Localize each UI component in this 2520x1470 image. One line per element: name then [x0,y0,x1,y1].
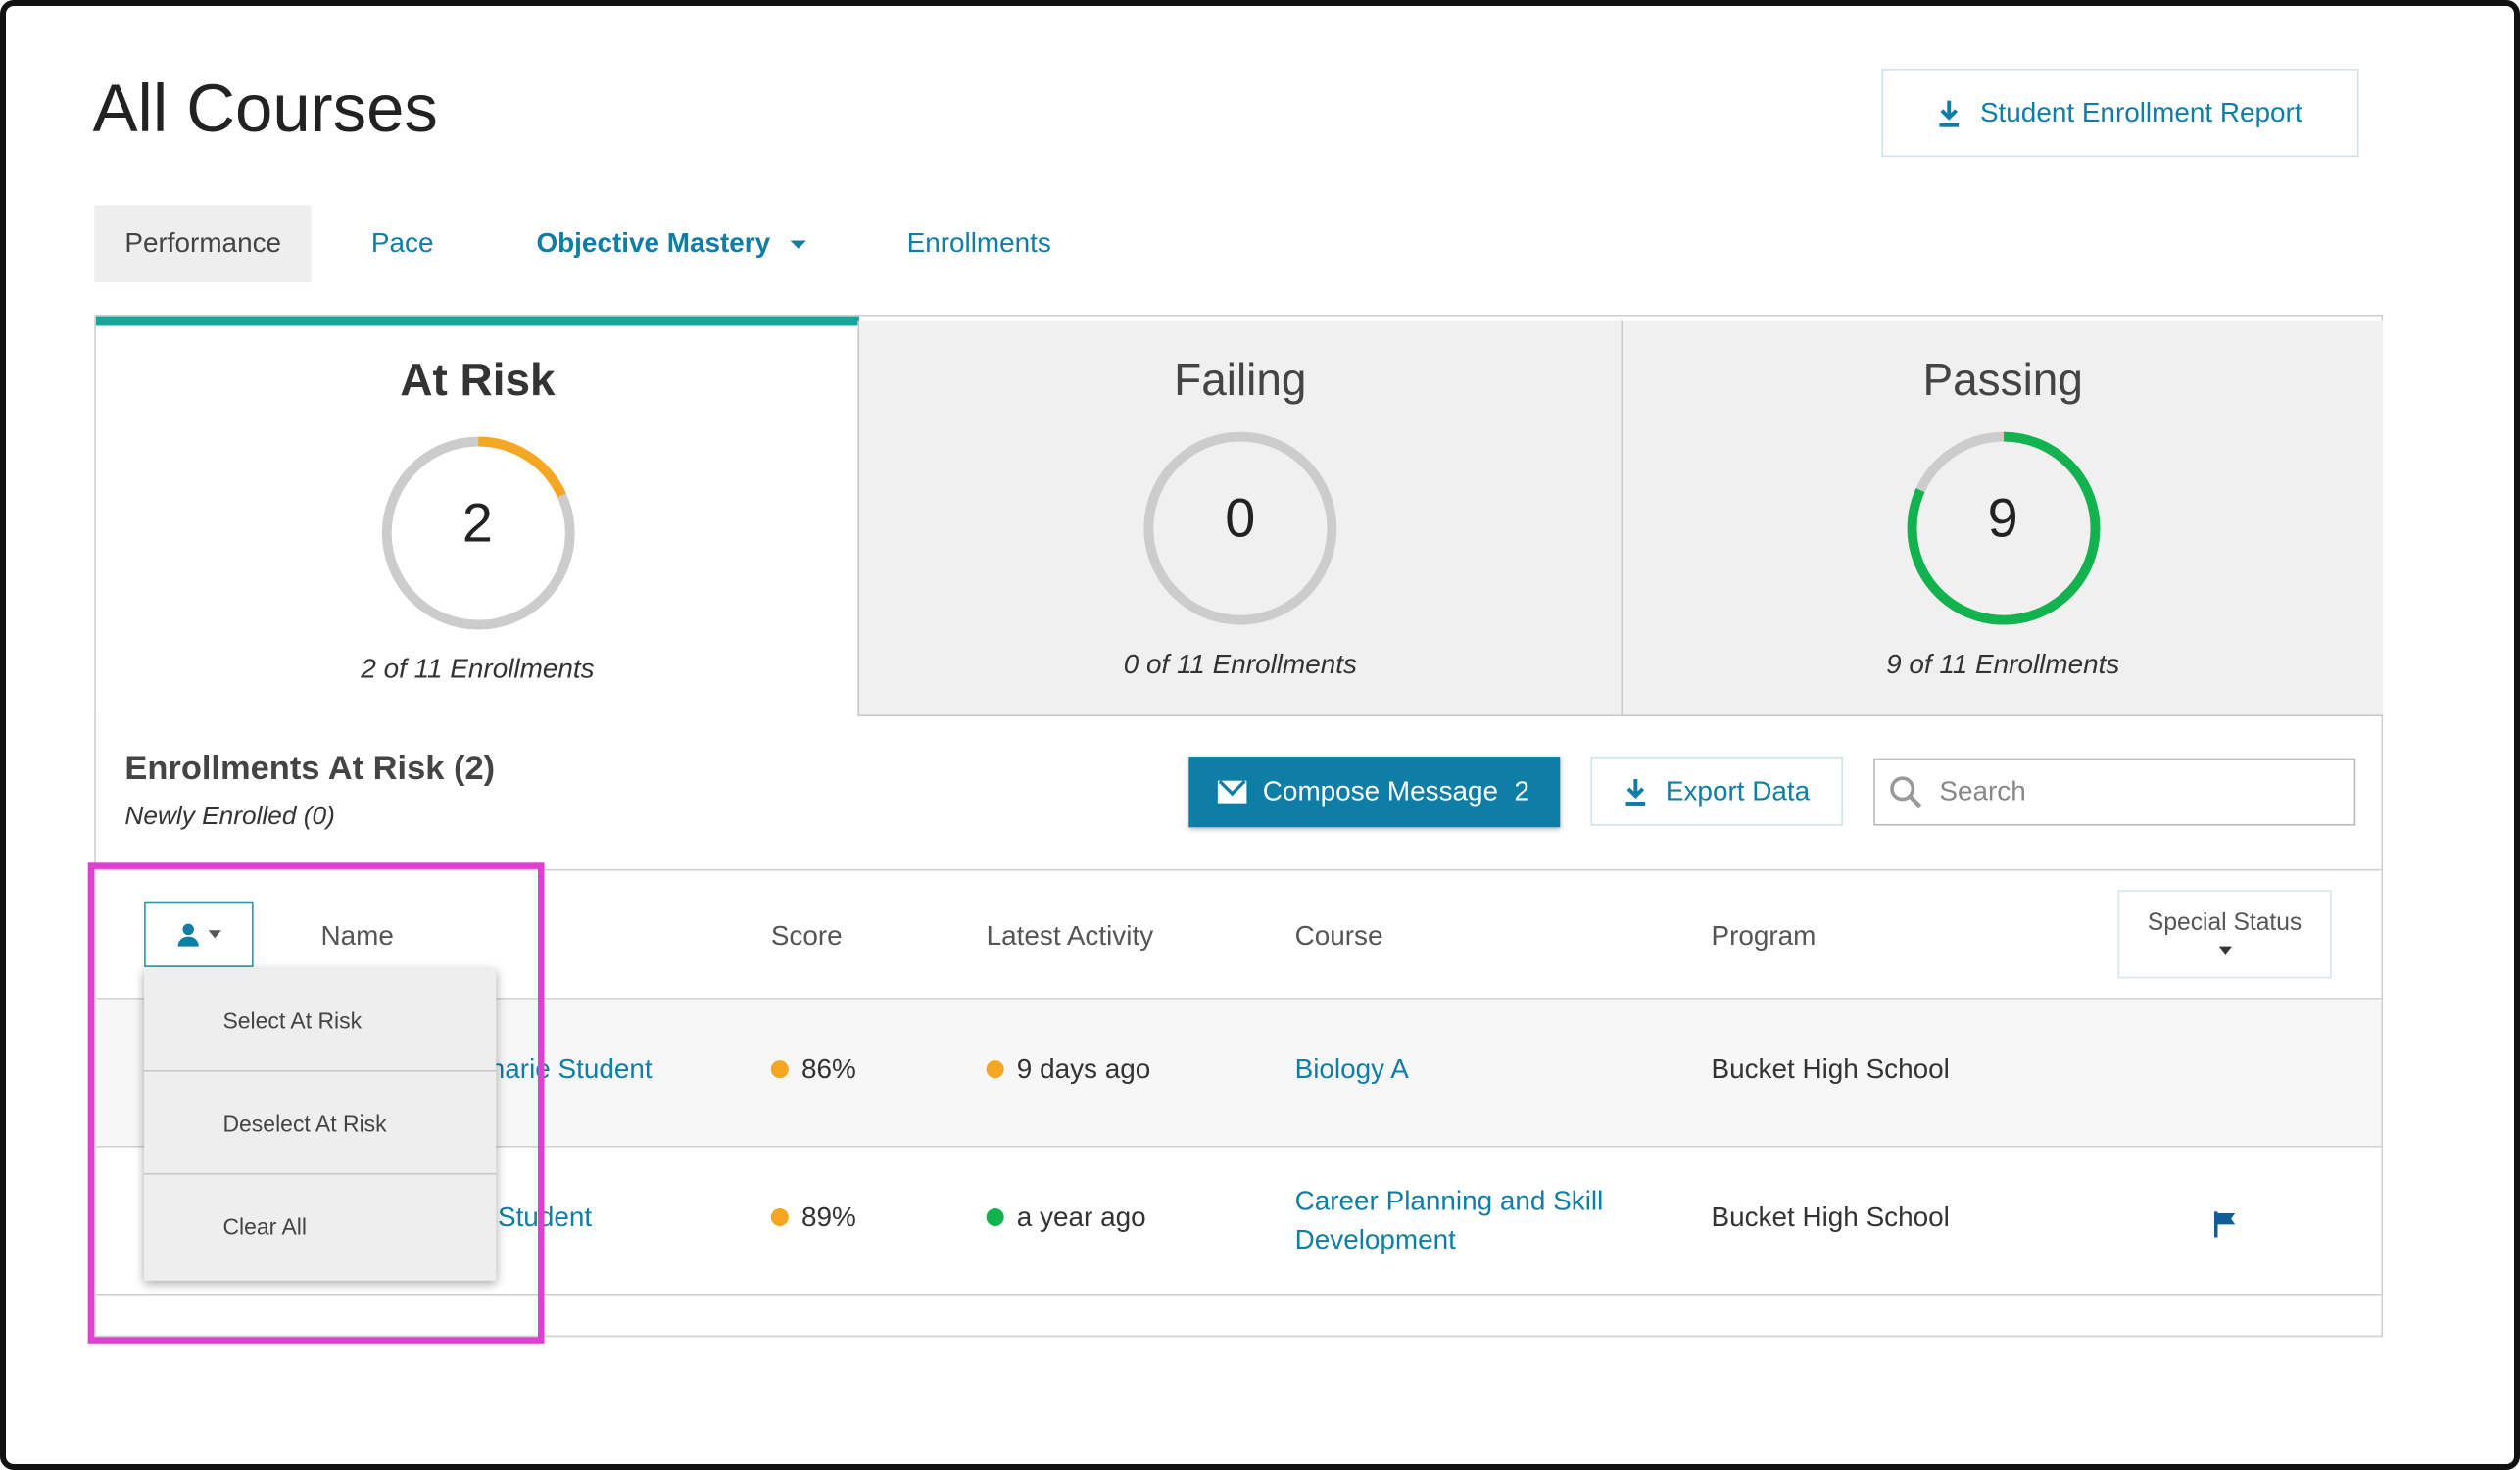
ring-progress-arc [381,436,574,630]
activity-cell: 9 days ago [986,1054,1151,1087]
activity-value: a year ago [1016,1201,1146,1233]
score-value: 89% [800,1201,856,1233]
column-header-score[interactable]: Score [770,920,843,952]
export-data-button[interactable]: Export Data [1590,757,1843,826]
column-header-latest-activity[interactable]: Latest Activity [986,920,1154,952]
chevron-down-icon [208,930,221,939]
student-name-link[interactable]: Student [497,1201,593,1233]
card-count: 9 [1987,488,2018,550]
ring-track [1143,431,1337,625]
search-input[interactable]: Search [1873,758,2356,826]
status-dot [986,1060,1004,1079]
select-menu-button[interactable] [144,901,254,967]
newly-enrolled-filter[interactable]: Newly Enrolled (0) [124,803,335,831]
column-header-name[interactable]: Name [320,920,394,952]
menu-item-select-at-risk[interactable]: Select At Risk [144,969,497,1072]
summary-card-passing[interactable]: Passing 9 9 of 11 Enrollments [1621,320,2384,717]
card-subtitle: 0 of 11 Enrollments [1123,649,1357,680]
summary-card-failing[interactable]: Failing 0 0 of 11 Enrollments [857,320,1622,717]
student-enrollment-report-button[interactable]: Student Enrollment Report [1881,68,2359,158]
card-subtitle: 2 of 11 Enrollments [361,654,595,685]
tab-label: Pace [370,227,434,259]
activity-value: 9 days ago [1016,1054,1151,1085]
tab-pace[interactable]: Pace [312,205,481,282]
card-count: 2 [461,493,493,555]
progress-ring: 0 [1140,428,1339,627]
course-line: Career Planning and Skill [1294,1186,1604,1217]
page-canvas: All Courses Student Enrollment Report Pe… [6,6,2514,1464]
ring-chart [1143,431,1337,625]
progress-ring: 9 [1903,428,2102,627]
card-title: At Risk [400,354,556,405]
column-header-program[interactable]: Program [1711,920,1817,952]
tab-label: Objective Mastery [536,227,771,259]
person-icon [176,922,199,946]
status-dot [770,1208,789,1227]
card-subtitle: 9 of 11 Enrollments [1886,649,2120,680]
program-cell: Bucket High School [1711,1201,1950,1233]
download-icon [1624,778,1645,806]
ring-progress-arc [1906,431,2100,625]
card-title: Passing [1922,354,2083,405]
tab-bar: Performance Pace Objective Mastery Enrol… [94,205,1082,283]
envelope-icon [1217,780,1247,804]
student-name-link[interactable]: harie Student [489,1054,653,1085]
search-icon [1890,776,1922,808]
download-icon [1939,99,1960,126]
menu-item-clear-all[interactable]: Clear All [222,1212,307,1240]
flag-icon[interactable] [2213,1211,2237,1238]
tab-objective-mastery[interactable]: Objective Mastery [482,205,887,282]
select-dropdown-menu: Select At Risk Deselect At Risk Clear Al… [144,968,497,1281]
progress-ring: 2 [378,433,577,632]
chevron-down-icon [2218,946,2232,955]
status-dot [986,1208,1004,1227]
ring-chart [1906,431,2100,625]
status-dot [770,1060,789,1079]
card-title: Failing [1174,354,1307,405]
search-placeholder: Search [1939,775,2026,807]
report-button-label: Student Enrollment Report [1979,96,2302,127]
chevron-down-icon [789,239,806,248]
card-count: 0 [1225,488,1256,550]
activity-cell: a year ago [986,1201,1146,1234]
tab-performance[interactable]: Performance [94,205,313,283]
ring-chart [381,436,574,630]
page-title: All Courses [92,70,438,146]
score-cell: 89% [770,1201,856,1234]
program-cell: Bucket High School [1711,1054,1950,1085]
course-link[interactable]: Career Planning and Skill Development [1295,1183,1604,1260]
tab-label: Performance [124,227,282,259]
menu-item-deselect-at-risk[interactable]: Deselect At Risk [144,1072,497,1175]
export-label: Export Data [1665,774,1811,807]
special-status-filter[interactable]: Special Status [2117,890,2332,979]
annotation-highlight-box [87,862,545,1344]
performance-panel: At Risk 2 2 of 11 Enrollments Failing 0 … [94,314,2384,1338]
score-cell: 86% [770,1054,856,1087]
tab-enrollments[interactable]: Enrollments [886,205,1082,282]
compose-message-button[interactable]: Compose Message 2 [1188,757,1561,828]
course-link[interactable]: Biology A [1294,1054,1409,1085]
special-status-label: Special Status [2147,908,2302,937]
summary-card-at-risk[interactable]: At Risk 2 2 of 11 Enrollments [95,316,860,717]
column-header-course[interactable]: Course [1294,920,1383,952]
section-title: Enrollments At Risk (2) [124,750,496,788]
course-line: Development [1294,1224,1456,1255]
score-value: 86% [800,1054,856,1085]
compose-count: 2 [1514,775,1529,807]
compose-label: Compose Message [1262,775,1499,807]
tab-label: Enrollments [906,227,1051,259]
